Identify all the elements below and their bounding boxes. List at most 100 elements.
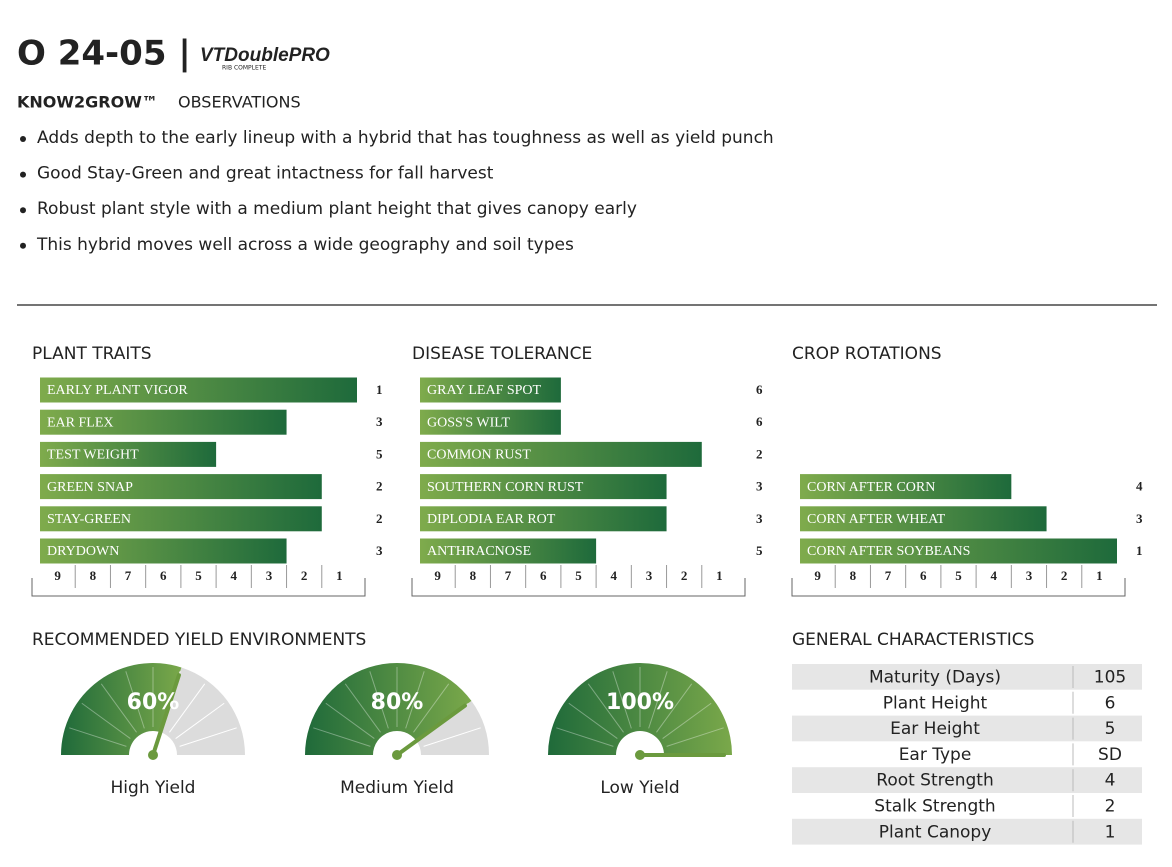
trait-label: TEST WEIGHT <box>47 448 139 463</box>
trait-bar <box>40 441 217 467</box>
gauge-rest <box>160 667 245 755</box>
table-label: Plant Height <box>883 693 988 713</box>
trait-bar <box>420 377 561 403</box>
observations-heading: OBSERVATIONS <box>178 93 301 112</box>
axis-tick-label: 6 <box>920 568 927 583</box>
gauge-ray <box>587 683 624 733</box>
gauge-ray <box>556 727 614 747</box>
trait-rating: 3 <box>376 543 383 558</box>
trait-rating: 4 <box>1136 479 1143 494</box>
trait-label: EARLY PLANT VIGOR <box>47 383 188 398</box>
gauge-fill <box>305 663 472 755</box>
axis-tick-label: 5 <box>195 568 202 583</box>
trait-bar <box>40 409 287 435</box>
gauge-ray <box>69 727 127 747</box>
table-row <box>792 793 1142 819</box>
axis-bracket <box>791 578 1126 597</box>
trait-label: DIPLODIA EAR ROT <box>427 512 556 527</box>
table-value: 6 <box>1105 693 1116 713</box>
gauge-ray <box>369 671 389 729</box>
gauge-hub <box>148 750 158 760</box>
trait-label: GREEN SNAP <box>47 480 133 495</box>
table-row <box>792 818 1142 845</box>
axis-tick-label: 2 <box>1061 568 1068 583</box>
gauge-ray <box>125 671 145 729</box>
axis-tick-label: 9 <box>54 568 61 583</box>
gauge-ray <box>175 702 225 739</box>
bullet-dot <box>20 171 26 178</box>
panel-title: PLANT TRAITS <box>32 344 152 364</box>
axis-tick-label: 6 <box>160 568 167 583</box>
gauge-fill <box>61 663 182 756</box>
table-value: 1 <box>1105 822 1116 842</box>
table-row <box>792 767 1142 793</box>
gauge-percent: 60% <box>127 690 180 715</box>
gauge-ray <box>423 727 481 747</box>
trait-rating: 5 <box>756 543 763 558</box>
bullet-text: Adds depth to the early lineup with a hy… <box>37 128 774 148</box>
panel-title: DISEASE TOLERANCE <box>412 344 592 364</box>
trait-label: CORN AFTER WHEAT <box>807 512 946 527</box>
axis-tick-label: 3 <box>1026 568 1033 583</box>
trait-rating: 1 <box>376 382 383 397</box>
axis-tick-label: 3 <box>646 568 653 583</box>
table-value: 5 <box>1105 719 1116 739</box>
axis-tick-label: 7 <box>125 568 132 583</box>
trait-label: SOUTHERN CORN RUST <box>427 480 584 495</box>
trait-bar <box>800 474 1012 500</box>
bullet-dot <box>20 136 26 142</box>
axis-tick-label: 3 <box>266 568 273 583</box>
table-value: 105 <box>1094 668 1126 688</box>
gauge-ray <box>405 671 425 729</box>
table-label: Ear Type <box>899 745 972 765</box>
axis-tick-label: 4 <box>610 568 617 583</box>
gauge-ray <box>568 702 618 739</box>
trait-label: CORN AFTER CORN <box>807 480 935 495</box>
table-label: Plant Canopy <box>879 822 992 842</box>
bullet-dot <box>20 207 26 214</box>
trait-bar <box>40 506 322 532</box>
trait-rating: 6 <box>756 414 763 429</box>
trait-rating: 3 <box>1136 511 1143 526</box>
trait-label: ANTHRACNOSE <box>427 544 531 559</box>
axis-tick-label: 5 <box>575 568 582 583</box>
axis-tick-label: 1 <box>1096 568 1103 583</box>
gauge-name: Low Yield <box>600 778 679 798</box>
axis-tick-label: 6 <box>540 568 547 583</box>
gauge-ray <box>344 683 381 733</box>
table-row <box>792 741 1142 768</box>
table-value: 2 <box>1105 797 1116 817</box>
axis-tick-label: 7 <box>505 568 512 583</box>
axis-tick-label: 2 <box>681 568 688 583</box>
trait-rating: 2 <box>376 511 383 526</box>
brand: KNOW2GROW™ <box>17 93 158 112</box>
axis-tick-label: 1 <box>336 568 343 583</box>
table-row <box>792 664 1142 690</box>
gauge-percent: 80% <box>371 690 424 715</box>
bullet-text: This hybrid moves well across a wide geo… <box>36 235 574 255</box>
trait-bar <box>420 474 667 500</box>
bullet-text: Robust plant style with a medium plant h… <box>37 199 637 219</box>
table-row <box>792 715 1142 742</box>
bullet-dot <box>20 242 26 249</box>
gauge-ray <box>325 702 375 739</box>
axis-tick-label: 9 <box>814 568 821 583</box>
axis-tick-label: 1 <box>716 568 723 583</box>
gauge-ray <box>179 727 237 747</box>
gauge-hub <box>635 750 645 760</box>
trait-bar <box>800 506 1047 532</box>
yield-title: RECOMMENDED YIELD ENVIRONMENTS <box>32 630 366 650</box>
trait-bar <box>420 441 702 467</box>
gauge-ray <box>81 702 131 739</box>
trait-rating: 5 <box>376 446 383 461</box>
trait-bar <box>420 538 597 564</box>
gauge-ray <box>313 727 371 747</box>
gauge-rest <box>416 700 489 755</box>
trait-bar <box>40 538 287 564</box>
trait-bar <box>800 538 1117 564</box>
table-label: Stalk Strength <box>874 797 995 817</box>
gauge-ray <box>169 683 206 733</box>
panel-title: CROP ROTATIONS <box>792 344 942 364</box>
axis-tick-label: 4 <box>230 568 237 583</box>
